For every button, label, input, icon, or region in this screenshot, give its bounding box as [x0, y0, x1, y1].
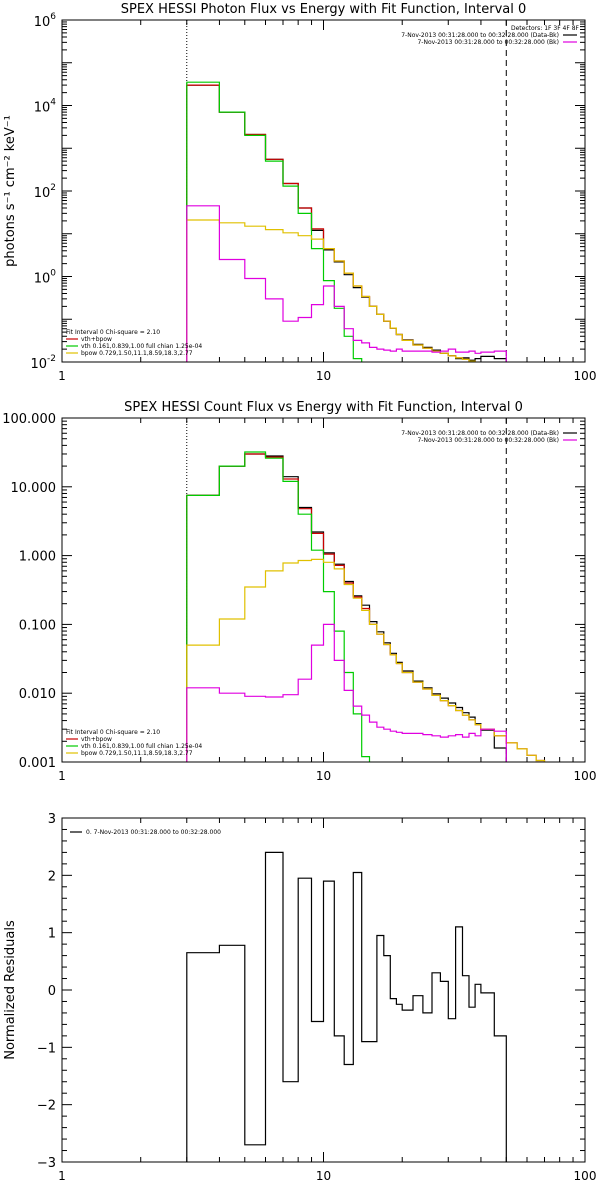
y-tick-label: 10-2	[30, 354, 56, 372]
fit-legend-entry: vth 0.161,0.839,1.00 full chian 1.25e-04	[81, 343, 202, 350]
y-tick-label: 100	[34, 269, 57, 287]
series-vth	[186, 81, 363, 362]
fit-legend-entry: vth+bpow	[81, 336, 112, 343]
y-tick-label: 1	[48, 927, 56, 942]
series-data-bk	[186, 453, 507, 762]
fit-legend-entry: vth+bpow	[81, 736, 112, 743]
x-tick-label: 100	[574, 1169, 597, 1183]
x-tick-label: 10	[316, 769, 331, 783]
y-tick-label: 106	[34, 12, 57, 30]
y-tick-label: 10.000	[11, 481, 57, 496]
x-tick-label: 1	[58, 369, 66, 383]
chart-title: SPEX HESSI Count Flux vs Energy with Fit…	[124, 400, 523, 415]
y-tick-exponent: 4	[50, 98, 56, 108]
y-tick-label: 0.001	[19, 756, 56, 771]
x-tick-label: 1	[58, 1169, 66, 1183]
y-tick-label: 0.010	[19, 687, 56, 702]
series-residuals	[186, 851, 507, 1162]
legend-header: Detectors: 1F 3F 4F 8F	[511, 25, 580, 32]
legend-entry: 7-Nov-2013 00:31:28.000 to 00:32:28.000 …	[401, 32, 559, 39]
x-tick-label: 10	[316, 1169, 331, 1183]
series-vth-bpow	[186, 84, 476, 362]
fit-legend-entry: bpow 0.729,1.50,11.1,8.59,18.3,2.77	[81, 750, 193, 757]
y-tick-label: −3	[37, 1156, 56, 1171]
legend-entry: 7-Nov-2013 00:31:28.000 to 00:32:28.000 …	[401, 430, 559, 437]
y-tick-exponent: 6	[50, 12, 56, 22]
y-axis-label: Normalized Residuals	[3, 920, 18, 1060]
y-tick-base: 10	[34, 186, 51, 201]
y-tick-label: 0.100	[19, 618, 56, 633]
y-tick-exponent: 2	[50, 183, 56, 193]
y-tick-label: 3	[48, 812, 56, 827]
chart-panel-1: SPEX HESSI Photon Flux vs Energy with Fi…	[3, 2, 596, 383]
x-tick-label: 100	[574, 769, 597, 783]
fit-legend-header: Fit Interval 0 Chi-square = 2.10	[66, 729, 160, 736]
plot-frame	[61, 417, 586, 763]
plot-frame	[61, 19, 586, 363]
chart-title: SPEX HESSI Photon Flux vs Energy with Fi…	[121, 2, 527, 17]
y-tick-base: 10	[34, 272, 51, 287]
fit-legend-entry: bpow 0.729,1.50,11.1,8.59,18.3,2.77	[81, 350, 193, 357]
y-tick-exponent: 0	[50, 269, 56, 279]
series-vth	[186, 451, 371, 762]
y-tick-label: 102	[34, 183, 56, 201]
series-bk	[186, 205, 507, 362]
chart-panel-3: 1 10 100 −3 −2 −1 0 1 2 3 Normalized Residuals 0. 7…	[3, 812, 596, 1183]
series-group	[186, 451, 546, 762]
y-tick-base: 10	[34, 15, 51, 30]
x-tick-label: 100	[574, 369, 597, 383]
legend-entry: 7-Nov-2013 00:31:28.000 to 00:32:28.000 …	[417, 39, 559, 46]
y-tick-exponent: -2	[47, 354, 56, 364]
y-tick-base: 10	[30, 357, 47, 372]
series-bpow	[186, 219, 476, 362]
chart-panel-2: SPEX HESSI Count Flux vs Energy with Fit…	[2, 400, 596, 783]
y-tick-label: 100.000	[2, 412, 56, 427]
legend-entry: 7-Nov-2013 00:31:28.000 to 00:32:28.000 …	[417, 437, 559, 444]
y-tick-label: 104	[34, 98, 57, 116]
series-bpow	[186, 558, 546, 762]
fit-legend-header: Fit Interval 0 Chi-square = 2.10	[66, 329, 160, 336]
y-tick-label: 2	[48, 869, 56, 884]
y-axis-label: photons s⁻¹ cm⁻² keV⁻¹	[3, 115, 18, 267]
series-data-bk	[186, 84, 507, 362]
y-tick-base: 10	[34, 101, 51, 116]
y-tick-label: −1	[37, 1041, 56, 1056]
series-bk	[186, 623, 507, 762]
y-tick-label: −2	[37, 1099, 56, 1114]
series-group	[186, 81, 507, 362]
y-tick-label: 1.000	[19, 550, 56, 565]
x-tick-label: 10	[316, 369, 331, 383]
fit-legend-entry: vth 0.161,0.839,1.00 full chian 1.25e-04	[81, 743, 202, 750]
plot-frame	[61, 817, 586, 1163]
residual-legend-entry: 0. 7-Nov-2013 00:31:28.000 to 00:32:28.0…	[86, 829, 221, 836]
x-tick-label: 1	[58, 769, 66, 783]
series-group	[186, 851, 507, 1162]
y-tick-label: 0	[48, 984, 56, 999]
